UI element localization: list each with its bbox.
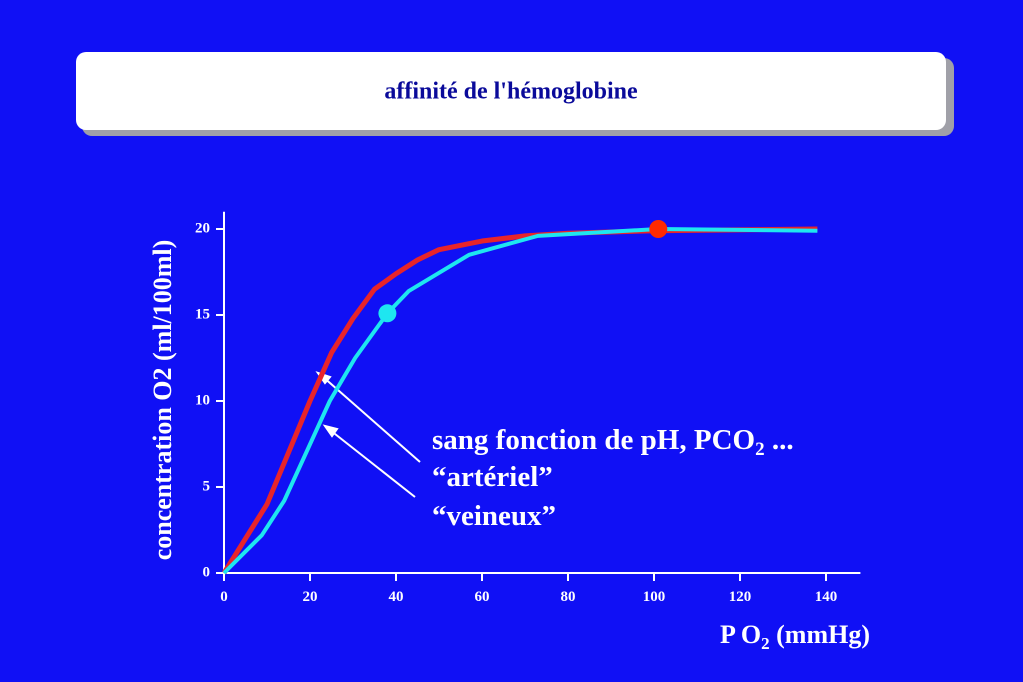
chart-title: affinité de l'hémoglobine <box>384 79 638 105</box>
x-label-text: P O <box>720 620 761 649</box>
point-marker <box>378 304 397 323</box>
arrowhead <box>322 424 339 438</box>
x-axis-label: P O2 (mmHg) <box>720 620 870 653</box>
y-tick-label: 5 <box>203 478 211 494</box>
point-marker <box>649 220 668 238</box>
y-tick-label: 15 <box>195 306 210 322</box>
x-tick-label: 100 <box>643 589 666 605</box>
x-tick-label: 120 <box>729 589 752 605</box>
annotation-sub: 2 <box>755 439 765 460</box>
x-tick-label: 80 <box>561 589 576 605</box>
x-tick-label: 60 <box>475 589 490 605</box>
x-label-rest: (mmHg) <box>770 620 870 649</box>
x-label-sub: 2 <box>761 634 770 653</box>
title-box <box>76 52 946 130</box>
x-tick-label: 40 <box>389 589 404 605</box>
x-tick-label: 20 <box>303 589 318 605</box>
annotation-text: sang fonction de pH, PCO <box>432 424 755 456</box>
series-label: “artériel” <box>432 461 553 493</box>
y-tick-label: 20 <box>195 220 210 236</box>
annotation: sang fonction de pH, PCO2 ... <box>432 424 794 460</box>
annotation-rest: ... <box>765 424 794 456</box>
y-axis-label: concentration O2 (ml/100ml) <box>148 240 177 561</box>
y-tick-label: 10 <box>195 392 210 408</box>
x-tick-label: 140 <box>815 589 838 605</box>
arrow <box>329 429 416 498</box>
x-tick-label: 0 <box>220 589 228 605</box>
series-label: “veineux” <box>432 500 556 532</box>
y-tick-label: 0 <box>203 564 211 580</box>
